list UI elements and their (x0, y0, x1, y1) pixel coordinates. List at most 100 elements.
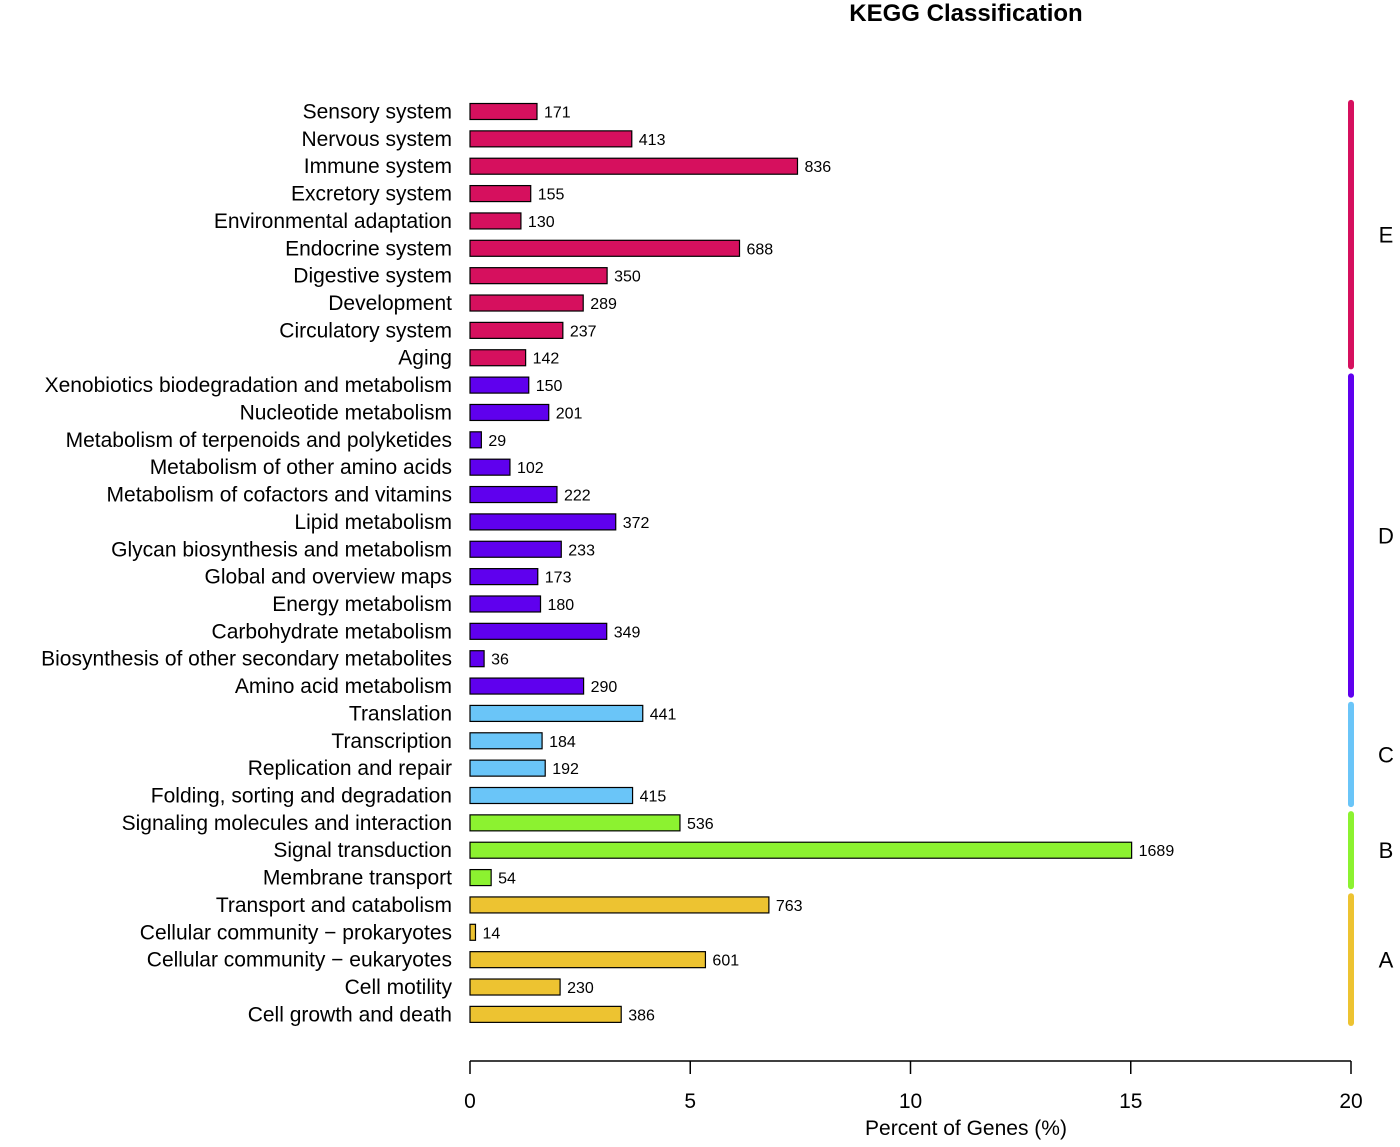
category-label-environmental-adaptation: Environmental adaptation (214, 210, 452, 233)
value-label-circulatory-system: 237 (570, 323, 597, 340)
bar-metabolism-of-terpenoids-and-polyketides (469, 431, 482, 449)
category-label-carbohydrate-metabolism: Carbohydrate metabolism (212, 620, 452, 643)
value-label-metabolism-of-terpenoids-and-polyketides: 29 (488, 433, 506, 450)
value-label-membrane-transport: 54 (498, 871, 516, 888)
value-label-digestive-system: 350 (614, 269, 641, 286)
bar-lipid-metabolism (469, 513, 617, 531)
value-label-environmental-adaptation: 130 (528, 214, 555, 231)
category-label-folding-sorting-and-degradation: Folding, sorting and degradation (151, 785, 452, 808)
value-label-immune-system: 836 (804, 159, 831, 176)
value-label-translation: 441 (650, 706, 677, 723)
x-tick-label-0: 0 (464, 1090, 476, 1113)
category-label-metabolism-of-cofactors-and-vitamins: Metabolism of cofactors and vitamins (107, 484, 452, 507)
category-label-transport-and-catabolism: Transport and catabolism (216, 894, 452, 917)
category-label-excretory-system: Excretory system (291, 183, 452, 206)
group-label-c: C (1378, 742, 1394, 767)
category-label-circulatory-system: Circulatory system (279, 319, 452, 342)
bar-amino-acid-metabolism (469, 677, 585, 695)
value-label-metabolism-of-other-amino-acids: 102 (517, 460, 544, 477)
group-label-b: B (1379, 838, 1394, 863)
value-label-energy-metabolism: 180 (548, 597, 575, 614)
value-label-signaling-molecules-and-interaction: 536 (687, 816, 714, 833)
bar-immune-system (469, 157, 799, 175)
x-tick-label-20: 20 (1339, 1090, 1362, 1113)
value-label-xenobiotics-biodegradation-and-metabolism: 150 (536, 378, 563, 395)
bar-development (469, 294, 584, 312)
category-label-digestive-system: Digestive system (293, 265, 452, 288)
category-label-cellular-community-eukaryotes: Cellular community − eukaryotes (147, 949, 452, 972)
category-label-metabolism-of-terpenoids-and-polyketides: Metabolism of terpenoids and polyketides (66, 429, 452, 452)
x-axis-label: Percent of Genes (%) (865, 1117, 1067, 1140)
x-tick-label-15: 15 (1119, 1090, 1142, 1113)
bar-cell-motility (469, 978, 561, 996)
category-label-glycan-biosynthesis-and-metabolism: Glycan biosynthesis and metabolism (111, 538, 452, 561)
bar-transport-and-catabolism (469, 896, 770, 914)
category-label-signal-transduction: Signal transduction (273, 839, 452, 862)
category-label-membrane-transport: Membrane transport (263, 867, 452, 890)
value-label-development: 289 (590, 296, 617, 313)
x-tick-label-10: 10 (899, 1090, 922, 1113)
bar-cellular-community-eukaryotes (469, 951, 707, 969)
bar-metabolism-of-cofactors-and-vitamins (469, 485, 558, 504)
value-label-sensory-system: 171 (544, 105, 571, 122)
value-label-amino-acid-metabolism: 290 (591, 679, 618, 696)
category-label-cellular-community-prokaryotes: Cellular community − prokaryotes (140, 921, 452, 944)
value-label-lipid-metabolism: 372 (623, 515, 650, 532)
value-label-transport-and-catabolism: 763 (776, 898, 803, 915)
value-label-glycan-biosynthesis-and-metabolism: 233 (568, 542, 595, 559)
category-label-lipid-metabolism: Lipid metabolism (294, 511, 452, 534)
bar-transcription (469, 732, 543, 750)
category-label-development: Development (328, 292, 452, 315)
category-label-signaling-molecules-and-interaction: Signaling molecules and interaction (122, 812, 452, 835)
group-label-a: A (1379, 948, 1394, 973)
group-label-e: E (1379, 223, 1394, 248)
value-label-cellular-community-prokaryotes: 14 (482, 925, 500, 942)
value-label-biosynthesis-of-other-secondary-metabolites: 36 (491, 652, 509, 669)
category-label-sensory-system: Sensory system (303, 101, 452, 124)
category-label-transcription: Transcription (331, 730, 452, 753)
category-label-translation: Translation (349, 702, 452, 725)
bar-signaling-molecules-and-interaction (469, 814, 681, 832)
bar-folding-sorting-and-degradation (469, 786, 634, 805)
bar-environmental-adaptation (469, 212, 522, 230)
value-label-metabolism-of-cofactors-and-vitamins: 222 (564, 488, 591, 505)
value-label-aging: 142 (533, 351, 560, 368)
category-label-immune-system: Immune system (304, 155, 452, 178)
value-label-cell-motility: 230 (567, 980, 594, 997)
category-label-energy-metabolism: Energy metabolism (272, 593, 452, 616)
bar-membrane-transport (469, 868, 492, 887)
category-label-xenobiotics-biodegradation-and-metabolism: Xenobiotics biodegradation and metabolis… (45, 374, 452, 397)
category-label-cell-motility: Cell motility (345, 976, 453, 999)
bar-energy-metabolism (469, 595, 542, 613)
category-label-endocrine-system: Endocrine system (285, 237, 452, 260)
value-label-cellular-community-eukaryotes: 601 (712, 953, 739, 970)
bar-endocrine-system (469, 239, 741, 257)
x-tick-label-5: 5 (684, 1090, 696, 1113)
bar-nervous-system (469, 130, 633, 148)
category-label-aging: Aging (398, 347, 452, 370)
group-brackets: E D C B A (1348, 99, 1394, 1027)
value-label-folding-sorting-and-degradation: 415 (640, 789, 667, 806)
bar-circulatory-system (469, 321, 564, 339)
category-label-global-and-overview-maps: Global and overview maps (205, 566, 452, 589)
bar-excretory-system (469, 184, 532, 203)
bar-glycan-biosynthesis-and-metabolism (469, 540, 562, 558)
category-label-amino-acid-metabolism: Amino acid metabolism (235, 675, 452, 698)
chart-title: KEGG Classification (849, 0, 1082, 27)
value-label-endocrine-system: 688 (747, 241, 774, 258)
bar-metabolism-of-other-amino-acids (469, 458, 511, 476)
category-label-cell-growth-and-death: Cell growth and death (248, 1003, 452, 1026)
bar-aging (469, 349, 527, 367)
category-label-nervous-system: Nervous system (301, 128, 452, 151)
x-axis: 0 5 10 15 20 (464, 1060, 1363, 1113)
value-label-excretory-system: 155 (538, 187, 565, 204)
category-label-metabolism-of-other-amino-acids: Metabolism of other amino acids (150, 456, 452, 479)
bar-replication-and-repair (469, 759, 546, 777)
bar-digestive-system (469, 267, 608, 285)
category-label-biosynthesis-of-other-secondary-metabolites: Biosynthesis of other secondary metaboli… (41, 648, 452, 671)
value-label-replication-and-repair: 192 (552, 761, 579, 778)
bar-sensory-system (469, 102, 538, 121)
bar-cellular-community-prokaryotes (469, 923, 477, 941)
value-label-transcription: 184 (549, 734, 576, 751)
